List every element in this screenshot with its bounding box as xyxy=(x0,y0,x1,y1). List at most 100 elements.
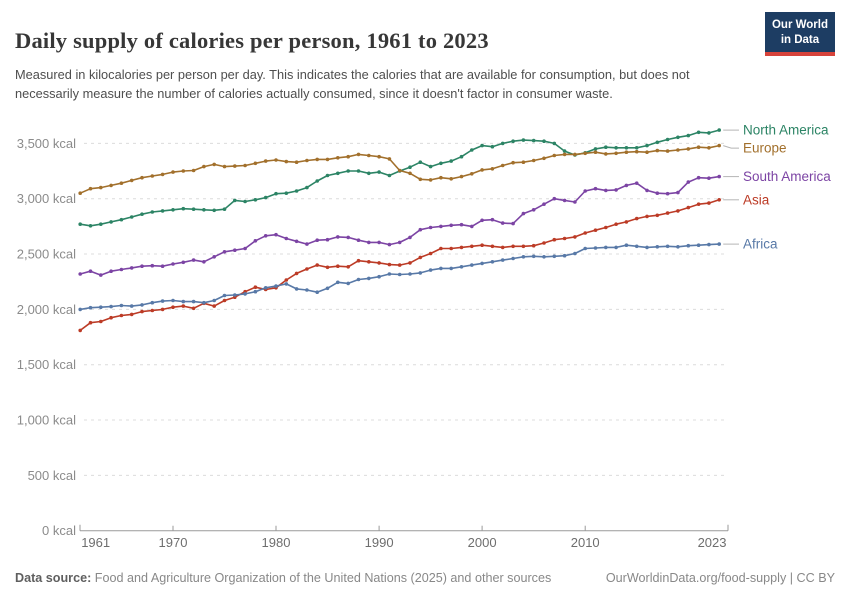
chart-footer: Data source: Food and Agriculture Organi… xyxy=(15,571,835,585)
data-point xyxy=(284,282,289,286)
data-point xyxy=(191,258,196,262)
data-point xyxy=(315,238,320,242)
data-point xyxy=(325,173,330,178)
data-point xyxy=(593,147,598,151)
data-point xyxy=(459,222,464,227)
data-point xyxy=(552,237,557,242)
data-point xyxy=(614,151,618,156)
data-point xyxy=(191,299,196,304)
legend-label-africa[interactable]: Africa xyxy=(743,237,778,252)
data-point xyxy=(552,196,557,201)
data-point xyxy=(573,251,577,256)
data-point xyxy=(624,150,629,154)
data-point xyxy=(459,265,464,269)
data-point xyxy=(160,299,165,303)
x-axis-label: 1990 xyxy=(365,535,394,550)
data-point xyxy=(439,175,443,180)
data-point xyxy=(263,195,268,200)
data-point xyxy=(428,251,433,256)
data-point xyxy=(202,164,206,169)
data-point xyxy=(665,211,670,215)
data-point xyxy=(243,163,247,168)
footer-link[interactable]: OurWorldinData.org/food-supply | CC BY xyxy=(605,571,835,585)
data-point xyxy=(222,250,227,254)
data-point xyxy=(408,272,412,276)
data-point xyxy=(676,209,680,213)
data-point xyxy=(676,190,680,195)
data-point xyxy=(696,243,701,247)
data-point xyxy=(531,254,536,259)
data-point xyxy=(439,224,443,229)
data-point xyxy=(212,304,216,308)
data-point xyxy=(129,178,134,183)
data-point xyxy=(119,313,124,318)
data-point xyxy=(129,215,134,219)
data-source-label: Data source: xyxy=(15,571,92,585)
page-title: Daily supply of calories per person, 196… xyxy=(15,28,489,54)
data-point xyxy=(624,146,629,150)
data-point xyxy=(109,220,113,224)
data-point xyxy=(160,172,165,177)
data-point xyxy=(387,272,392,276)
data-point xyxy=(233,164,237,168)
data-point xyxy=(88,186,93,191)
data-point xyxy=(707,242,711,247)
data-point xyxy=(397,168,402,173)
data-point xyxy=(78,272,82,276)
data-point xyxy=(418,255,423,260)
data-point xyxy=(614,245,618,250)
data-point xyxy=(346,265,351,269)
data-point xyxy=(614,188,618,192)
data-point xyxy=(655,191,660,195)
data-point xyxy=(356,258,361,263)
data-point xyxy=(665,137,670,142)
line-north-america[interactable] xyxy=(79,129,720,227)
data-point xyxy=(305,242,309,246)
line-south-america[interactable] xyxy=(79,175,720,276)
data-point xyxy=(325,265,330,270)
data-point xyxy=(315,179,320,183)
data-point xyxy=(624,183,629,188)
data-point xyxy=(614,222,618,226)
data-point xyxy=(418,160,423,164)
data-point xyxy=(377,154,381,159)
data-point xyxy=(356,152,361,157)
data-point xyxy=(336,235,340,239)
data-point xyxy=(604,152,608,156)
data-point xyxy=(377,240,381,245)
x-axis-label: 2023 xyxy=(698,535,727,550)
legend-label-europe[interactable]: Europe xyxy=(743,141,787,156)
data-point xyxy=(346,154,351,159)
data-point xyxy=(511,256,515,261)
data-point xyxy=(696,202,701,206)
data-point xyxy=(511,160,515,165)
data-point xyxy=(511,244,515,249)
data-point xyxy=(129,266,134,270)
data-point xyxy=(129,304,134,308)
data-point xyxy=(686,147,691,151)
owid-logo[interactable]: Our World in Data xyxy=(764,12,835,56)
data-point xyxy=(490,217,495,222)
data-point xyxy=(88,320,93,325)
data-point xyxy=(593,246,598,250)
legend-label-south-america[interactable]: South America xyxy=(743,169,831,184)
data-point xyxy=(140,309,144,314)
data-point xyxy=(356,238,361,242)
data-point xyxy=(645,143,649,148)
data-point xyxy=(253,161,258,166)
data-point xyxy=(655,245,660,249)
data-point xyxy=(78,222,82,226)
legend-label-north-america[interactable]: North America xyxy=(743,123,829,138)
data-point xyxy=(284,236,289,241)
data-point xyxy=(511,221,515,226)
data-point xyxy=(676,245,680,249)
legend-label-asia[interactable]: Asia xyxy=(743,192,770,207)
data-point xyxy=(274,284,278,288)
markers-south-america xyxy=(78,174,721,277)
line-chart[interactable]: 0 kcal 500 kcal 1,000 kcal 1,500 kcal 2,000 … xyxy=(0,112,850,567)
data-point xyxy=(521,244,526,249)
data-point xyxy=(624,243,629,247)
data-point xyxy=(387,242,392,247)
line-chart-area[interactable]: 0 kcal 500 kcal 1,000 kcal 1,500 kcal 2,000 … xyxy=(0,112,850,567)
data-point xyxy=(634,146,639,150)
